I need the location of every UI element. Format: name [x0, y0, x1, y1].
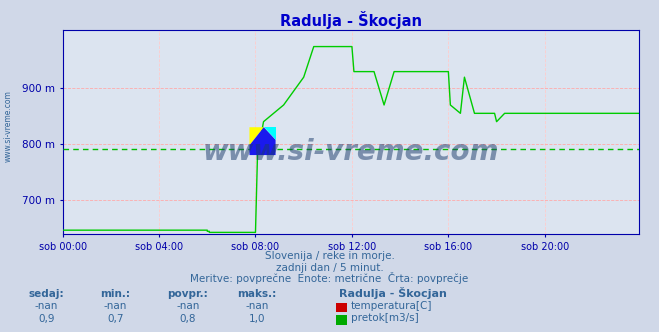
Text: povpr.:: povpr.: — [167, 289, 208, 299]
Text: maks.:: maks.: — [237, 289, 277, 299]
Text: www.si-vreme.com: www.si-vreme.com — [3, 90, 13, 162]
Text: pretok[m3/s]: pretok[m3/s] — [351, 313, 418, 323]
Text: zadnji dan / 5 minut.: zadnji dan / 5 minut. — [275, 263, 384, 273]
Text: Slovenija / reke in morje.: Slovenija / reke in morje. — [264, 251, 395, 261]
Text: 0,7: 0,7 — [107, 314, 124, 324]
Polygon shape — [264, 127, 275, 140]
Polygon shape — [250, 127, 275, 155]
Text: min.:: min.: — [100, 289, 130, 299]
Text: -nan: -nan — [34, 301, 58, 311]
Title: Radulja - Škocjan: Radulja - Škocjan — [280, 11, 422, 29]
Text: www.si-vreme.com: www.si-vreme.com — [203, 138, 499, 166]
Text: 0,9: 0,9 — [38, 314, 55, 324]
Text: 1,0: 1,0 — [248, 314, 266, 324]
Text: Radulja - Škocjan: Radulja - Škocjan — [339, 287, 447, 299]
Text: sedaj:: sedaj: — [28, 289, 64, 299]
Text: -nan: -nan — [176, 301, 200, 311]
Polygon shape — [250, 127, 264, 145]
Text: temperatura[C]: temperatura[C] — [351, 301, 432, 311]
Text: -nan: -nan — [245, 301, 269, 311]
Text: -nan: -nan — [103, 301, 127, 311]
Text: Meritve: povprečne  Enote: metrične  Črta: povprečje: Meritve: povprečne Enote: metrične Črta:… — [190, 272, 469, 284]
Text: 0,8: 0,8 — [179, 314, 196, 324]
